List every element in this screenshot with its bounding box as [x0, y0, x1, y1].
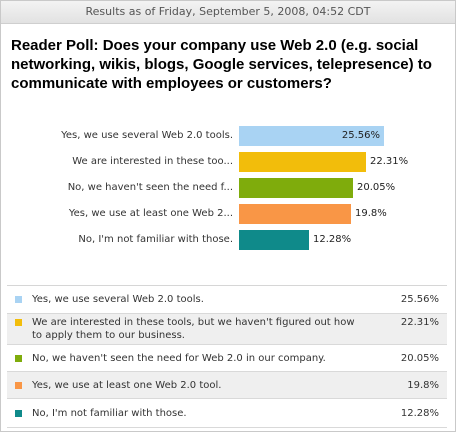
chart-bar-row: We are interested in these too... 22.31%: [1, 152, 455, 172]
chart-bar: [239, 204, 351, 224]
results-row-label: Yes, we use several Web 2.0 tools.: [32, 294, 204, 305]
chart-value-label: 25.56%: [341, 130, 380, 141]
results-row-label: No, I'm not familiar with those.: [32, 408, 187, 419]
legend-swatch: [15, 355, 22, 362]
chart-value-label: 19.8%: [355, 208, 387, 219]
results-row-label: Yes, we use at least one Web 2.0 tool.: [32, 380, 222, 391]
chart-category-label: No, we haven't seen the need f...: [67, 182, 233, 193]
legend-swatch: [15, 296, 22, 303]
results-row-label: No, we haven't seen the need for Web 2.0…: [32, 353, 326, 364]
chart-value-label: 22.31%: [370, 156, 409, 167]
results-bar-chart: Yes, we use several Web 2.0 tools. 25.56%…: [1, 126, 455, 266]
chart-value-label: 20.05%: [357, 182, 396, 193]
legend-swatch: [15, 382, 22, 389]
results-row-label: We are interested in these tools, but we…: [32, 317, 355, 341]
chart-category-label: We are interested in these too...: [72, 156, 233, 167]
results-row: We are interested in these tools, but we…: [7, 314, 447, 345]
chart-category-label: No, I'm not familiar with those.: [78, 234, 233, 245]
chart-bar: [239, 152, 366, 172]
legend-swatch: [15, 410, 22, 417]
results-table: Yes, we use several Web 2.0 tools. 25.56%…: [7, 285, 447, 428]
chart-bar-row: Yes, we use several Web 2.0 tools. 25.56%: [1, 126, 455, 146]
results-row-percent: 19.8%: [407, 380, 439, 391]
chart-bar: [239, 230, 309, 250]
poll-question: Reader Poll: Does your company use Web 2…: [11, 37, 432, 92]
results-row: Yes, we use several Web 2.0 tools. 25.56%: [7, 286, 447, 314]
chart-bar: [239, 126, 384, 146]
legend-swatch: [15, 319, 22, 326]
results-row: No, we haven't seen the need for Web 2.0…: [7, 345, 447, 372]
results-row: Yes, we use at least one Web 2.0 tool. 19…: [7, 372, 447, 399]
results-row-percent: 20.05%: [400, 353, 439, 364]
chart-bar-row: No, I'm not familiar with those. 12.28%: [1, 230, 455, 250]
chart-category-label: Yes, we use several Web 2.0 tools.: [61, 130, 233, 141]
chart-bar: [239, 178, 353, 198]
chart-bar-row: No, we haven't seen the need f... 20.05%: [1, 178, 455, 198]
results-row: No, I'm not familiar with those. 12.28%: [7, 399, 447, 428]
results-row-percent: 22.31%: [400, 317, 439, 328]
results-row-percent: 25.56%: [400, 294, 439, 305]
chart-value-label: 12.28%: [313, 234, 352, 245]
results-timestamp-header: Results as of Friday, September 5, 2008,…: [1, 1, 455, 24]
results-row-percent: 12.28%: [400, 408, 439, 419]
chart-category-label: Yes, we use at least one Web 2...: [68, 208, 233, 219]
chart-bar-row: Yes, we use at least one Web 2... 19.8%: [1, 204, 455, 224]
